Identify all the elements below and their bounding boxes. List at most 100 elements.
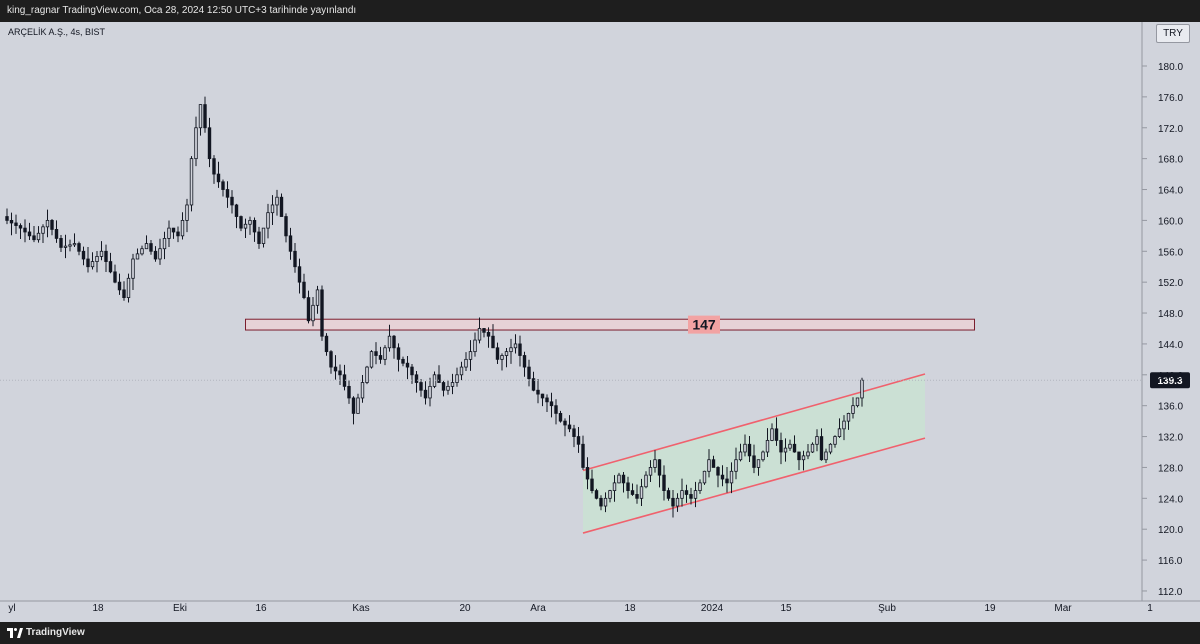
candle-body	[374, 351, 378, 356]
candle-body	[270, 204, 275, 214]
candle-body	[176, 231, 180, 237]
candle-body	[50, 219, 54, 230]
y-tick-label: 128.0	[1158, 463, 1183, 474]
y-tick-label: 144.0	[1158, 340, 1183, 351]
candle-body	[455, 374, 459, 383]
candle-body	[752, 455, 756, 468]
candle-body	[360, 382, 365, 399]
plot-area[interactable]	[0, 22, 1142, 601]
y-tick-label: 156.0	[1158, 247, 1183, 258]
candle-body	[801, 455, 806, 461]
candle-body	[567, 424, 572, 430]
published-text: king_ragnar TradingView.com, Oca 28, 202…	[7, 5, 357, 16]
y-tick-label: 112.0	[1158, 587, 1183, 598]
candle-body	[86, 258, 90, 268]
currency-button[interactable]: TRY	[1156, 24, 1190, 43]
candle-body	[738, 451, 743, 461]
candle-body	[680, 490, 684, 499]
candle-body	[14, 222, 18, 226]
x-tick-label: 16	[255, 603, 267, 614]
candle-body	[792, 443, 797, 453]
candle-body	[639, 486, 644, 499]
candle-body	[207, 127, 212, 160]
tradingview-logo-icon[interactable]	[7, 628, 23, 638]
candle-body	[189, 158, 194, 206]
candle-body	[657, 459, 662, 476]
candle-body	[284, 216, 288, 237]
price-chart[interactable]: 147 139.3 180.0 176.0 172.0 168.0 164.0 160.0 1…	[0, 22, 1200, 622]
y-tick-label: 132.0	[1158, 433, 1183, 444]
resistance-zone[interactable]	[245, 318, 975, 331]
candle-body	[257, 231, 261, 244]
candle-body	[720, 474, 725, 480]
candle-body	[486, 331, 491, 337]
x-tick-label: Eki	[173, 603, 187, 614]
candle-body	[144, 243, 149, 250]
candle-body	[77, 243, 81, 252]
candle-body	[671, 497, 675, 507]
candle-body	[45, 219, 50, 228]
candle-body	[648, 467, 653, 476]
candle-body	[203, 104, 207, 129]
candle-body	[324, 335, 329, 353]
candle-body	[482, 328, 486, 333]
candle-body	[99, 250, 104, 257]
candle-body	[612, 482, 617, 492]
candle-body	[396, 347, 401, 360]
candle-body	[59, 238, 63, 248]
tradingview-brand[interactable]: TradingView	[26, 627, 85, 638]
last-price-badge	[1150, 372, 1190, 389]
channel-lower-line[interactable]	[582, 437, 926, 534]
candle-body	[666, 490, 671, 499]
candle-body	[171, 227, 176, 233]
candle-body	[851, 405, 855, 414]
candle-body	[225, 189, 230, 198]
candle-body	[806, 451, 810, 457]
candle-body	[68, 244, 72, 247]
candle-body	[450, 382, 455, 387]
resistance-label: 147	[692, 317, 716, 333]
candle-body	[392, 335, 396, 349]
candle-body	[126, 277, 131, 298]
candle-body	[702, 470, 707, 484]
candle-body	[329, 351, 333, 368]
candle-body	[770, 428, 774, 441]
candle-body	[716, 467, 720, 476]
candle-body	[243, 223, 248, 229]
candle-body	[743, 443, 747, 453]
candle-body	[662, 474, 666, 492]
candle-body	[383, 347, 387, 360]
candle-body	[122, 289, 126, 299]
candle-body	[275, 196, 279, 206]
candle-body	[135, 253, 140, 260]
candle-body	[815, 436, 819, 445]
candle-body	[788, 443, 792, 449]
candle-body	[590, 478, 594, 491]
candle-body	[653, 459, 657, 468]
candle-body	[387, 335, 392, 349]
x-tick-label: 19	[984, 603, 996, 614]
x-tick-label: yl	[8, 603, 15, 614]
candle-body	[684, 490, 689, 495]
symbol-title: ARÇELİK A.Ş., 4s, BIST	[8, 27, 106, 37]
candle-body	[90, 261, 95, 268]
published-info-bar: king_ragnar TradingView.com, Oca 28, 202…	[0, 0, 1200, 22]
x-tick-label: 18	[92, 603, 104, 614]
candle-body	[635, 494, 639, 499]
y-tick-label: 168.0	[1158, 155, 1183, 166]
candle-body	[212, 158, 216, 175]
candle-body	[828, 443, 833, 453]
candle-body	[351, 397, 356, 414]
candle-body	[626, 482, 630, 492]
candle-body	[603, 497, 608, 507]
resistance-label-bg	[688, 315, 720, 334]
candle-body	[5, 216, 9, 221]
candle-body	[297, 266, 302, 283]
y-tick-label: 116.0	[1158, 556, 1183, 567]
candle-body	[464, 358, 468, 368]
candle-body	[153, 250, 158, 260]
channel-upper-line[interactable]	[582, 373, 926, 472]
y-tick-label: 120.0	[1158, 525, 1183, 536]
candle-body	[644, 474, 648, 488]
candle-body	[347, 385, 351, 399]
